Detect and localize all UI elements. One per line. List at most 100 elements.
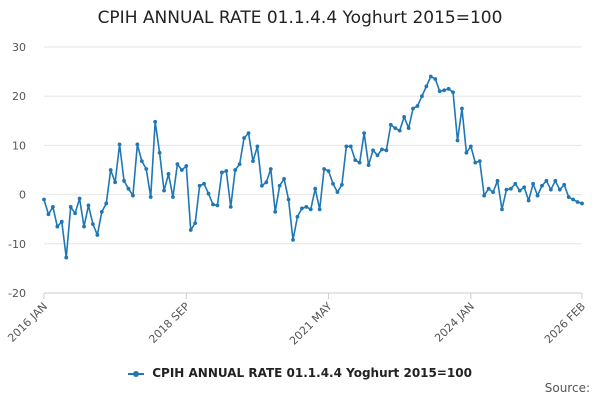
y-tick-label: 20 xyxy=(12,90,26,103)
data-point xyxy=(331,181,335,186)
data-point xyxy=(59,219,64,224)
data-point xyxy=(393,126,398,131)
data-point xyxy=(406,126,411,131)
x-axis: 2016 JAN 2018 SEP 2021 MAY 2024 JAN 2026 FEB xyxy=(5,292,588,348)
data-point xyxy=(357,160,362,165)
data-point xyxy=(171,195,175,199)
data-point xyxy=(411,106,415,111)
data-point xyxy=(291,237,295,242)
data-point xyxy=(304,205,309,209)
data-point xyxy=(344,144,349,149)
data-point xyxy=(139,159,144,164)
data-point xyxy=(131,193,135,198)
data-point xyxy=(464,150,469,155)
series-line xyxy=(43,75,583,259)
data-point xyxy=(68,205,73,209)
data-point xyxy=(575,200,580,204)
legend[interactable]: CPIH ANNUAL RATE 01.1.4.4 Yoghurt 2015=1… xyxy=(0,366,600,380)
data-point xyxy=(299,206,304,211)
data-point xyxy=(313,186,318,191)
data-point xyxy=(202,181,206,186)
data-point xyxy=(446,86,451,91)
data-point xyxy=(224,169,229,173)
data-point xyxy=(264,180,269,185)
data-point xyxy=(50,205,55,209)
data-point xyxy=(122,178,126,183)
data-point xyxy=(455,138,460,143)
data-point xyxy=(286,197,291,202)
data-point xyxy=(424,84,429,89)
data-point xyxy=(86,203,91,208)
data-point xyxy=(322,167,327,171)
data-point xyxy=(104,201,109,206)
data-point xyxy=(317,207,322,212)
data-point xyxy=(460,106,464,111)
data-point xyxy=(157,150,162,155)
data-point xyxy=(566,195,571,199)
data-point xyxy=(451,90,455,95)
chart-title: CPIH ANNUAL RATE 01.1.4.4 Yoghurt 2015=1… xyxy=(97,8,503,28)
data-point xyxy=(388,122,393,127)
data-point xyxy=(193,221,198,226)
data-point xyxy=(99,209,104,214)
data-point xyxy=(557,187,562,192)
data-point xyxy=(340,182,344,187)
x-tick-label: 2018 SEP xyxy=(146,300,192,346)
data-point xyxy=(108,168,113,172)
data-point xyxy=(153,119,158,124)
data-point xyxy=(95,233,100,237)
data-point xyxy=(166,172,171,176)
data-point xyxy=(175,162,180,167)
data-point xyxy=(273,209,278,214)
data-point xyxy=(184,164,189,168)
data-point xyxy=(366,163,371,167)
data-point xyxy=(384,148,389,153)
y-tick-label: 0 xyxy=(19,189,26,202)
data-point xyxy=(251,159,255,164)
data-point xyxy=(219,170,224,175)
data-point xyxy=(442,88,447,93)
data-point xyxy=(255,144,260,149)
data-point xyxy=(415,104,420,108)
y-tick-label: -10 xyxy=(8,238,26,251)
data-point xyxy=(64,255,69,260)
data-point xyxy=(562,182,567,187)
source-label: Source: xyxy=(544,381,590,395)
data-point xyxy=(268,167,273,171)
data-point xyxy=(353,158,358,163)
data-point xyxy=(548,187,553,192)
series-cpih-yoghurt xyxy=(42,74,584,260)
y-tick-label: 10 xyxy=(12,139,26,152)
data-point xyxy=(277,183,282,188)
data-point xyxy=(148,195,153,199)
data-point xyxy=(188,228,193,232)
data-point xyxy=(215,203,220,208)
y-tick-label: 30 xyxy=(12,41,26,54)
data-point xyxy=(117,142,122,147)
data-point xyxy=(362,131,367,136)
data-point xyxy=(126,186,131,191)
y-axis: -20 -10 0 10 20 30 xyxy=(8,41,26,300)
data-point xyxy=(91,222,95,227)
data-point xyxy=(508,186,513,191)
data-point xyxy=(402,114,407,119)
data-point xyxy=(380,147,384,152)
x-tick-label: 2016 JAN xyxy=(5,300,50,345)
data-point xyxy=(259,183,264,188)
data-point xyxy=(522,185,527,190)
data-point xyxy=(544,178,549,183)
data-point xyxy=(428,74,433,79)
y-tick-label: -20 xyxy=(8,287,26,300)
data-point xyxy=(513,181,518,186)
data-point xyxy=(397,128,402,133)
data-point xyxy=(55,224,60,229)
data-point xyxy=(375,153,380,158)
data-point xyxy=(517,188,522,193)
data-point xyxy=(211,202,215,207)
legend-label: CPIH ANNUAL RATE 01.1.4.4 Yoghurt 2015=1… xyxy=(152,366,472,380)
data-point xyxy=(282,176,286,181)
data-point xyxy=(540,183,544,188)
data-point xyxy=(495,178,500,183)
data-point xyxy=(371,148,375,153)
